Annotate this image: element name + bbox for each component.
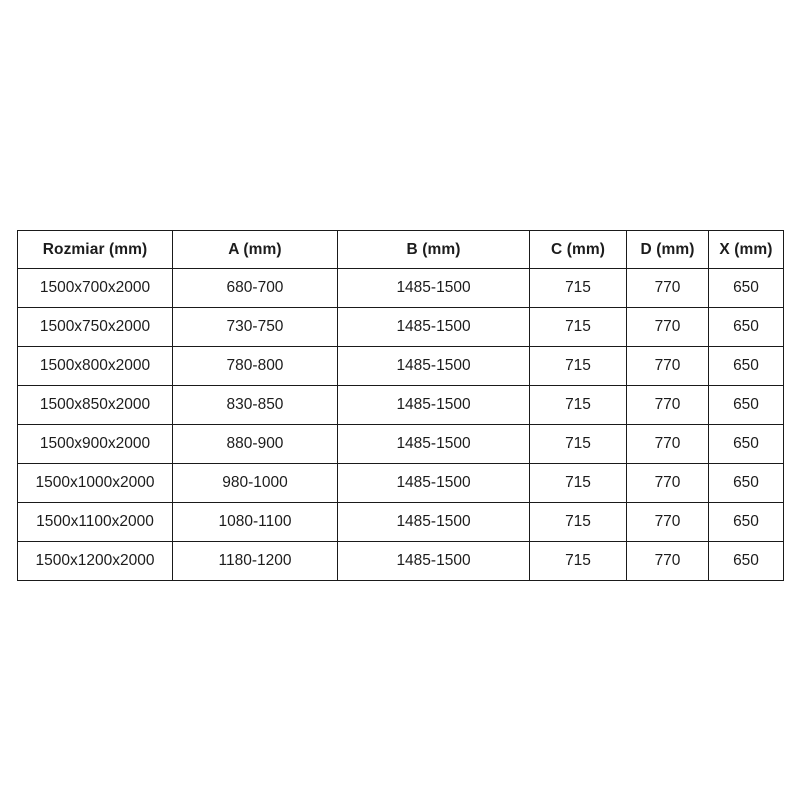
cell-d: 770	[626, 463, 709, 503]
cell-x: 650	[708, 424, 784, 464]
cell-a: 1180-1200	[172, 541, 338, 581]
cell-a: 680-700	[172, 268, 338, 308]
cell-d: 770	[626, 502, 709, 542]
cell-a: 980-1000	[172, 463, 338, 503]
cell-b: 1485-1500	[337, 268, 530, 308]
cell-size: 1500x900x2000	[17, 424, 173, 464]
cell-a: 730-750	[172, 307, 338, 347]
cell-x: 650	[708, 541, 784, 581]
table-row: 1500x700x2000 680-700 1485-1500 715 770 …	[17, 268, 784, 308]
cell-c: 715	[529, 424, 627, 464]
cell-x: 650	[708, 268, 784, 308]
cell-b: 1485-1500	[337, 385, 530, 425]
cell-a: 1080-1100	[172, 502, 338, 542]
specification-table-container: Rozmiar (mm) A (mm) B (mm) C (mm) D (mm)…	[17, 230, 784, 581]
table-header: Rozmiar (mm) A (mm) B (mm) C (mm) D (mm)…	[17, 230, 784, 269]
cell-size: 1500x800x2000	[17, 346, 173, 386]
cell-c: 715	[529, 502, 627, 542]
cell-size: 1500x1100x2000	[17, 502, 173, 542]
table-row: 1500x800x2000 780-800 1485-1500 715 770 …	[17, 346, 784, 386]
cell-c: 715	[529, 268, 627, 308]
cell-size: 1500x1200x2000	[17, 541, 173, 581]
table-row: 1500x1200x2000 1180-1200 1485-1500 715 7…	[17, 541, 784, 581]
cell-b: 1485-1500	[337, 346, 530, 386]
cell-c: 715	[529, 307, 627, 347]
table-row: 1500x1000x2000 980-1000 1485-1500 715 77…	[17, 463, 784, 503]
cell-b: 1485-1500	[337, 502, 530, 542]
cell-d: 770	[626, 346, 709, 386]
cell-d: 770	[626, 385, 709, 425]
cell-x: 650	[708, 307, 784, 347]
cell-size: 1500x1000x2000	[17, 463, 173, 503]
cell-d: 770	[626, 541, 709, 581]
column-header-b: B (mm)	[337, 230, 530, 269]
column-header-size: Rozmiar (mm)	[17, 230, 173, 269]
cell-c: 715	[529, 385, 627, 425]
cell-b: 1485-1500	[337, 307, 530, 347]
cell-d: 770	[626, 268, 709, 308]
cell-x: 650	[708, 346, 784, 386]
cell-size: 1500x700x2000	[17, 268, 173, 308]
column-header-x: X (mm)	[708, 230, 784, 269]
column-header-c: C (mm)	[529, 230, 627, 269]
table-body: 1500x700x2000 680-700 1485-1500 715 770 …	[17, 268, 784, 581]
cell-b: 1485-1500	[337, 541, 530, 581]
cell-x: 650	[708, 463, 784, 503]
table-row: 1500x900x2000 880-900 1485-1500 715 770 …	[17, 424, 784, 464]
cell-a: 880-900	[172, 424, 338, 464]
cell-a: 830-850	[172, 385, 338, 425]
cell-b: 1485-1500	[337, 463, 530, 503]
cell-c: 715	[529, 346, 627, 386]
column-header-a: A (mm)	[172, 230, 338, 269]
cell-d: 770	[626, 307, 709, 347]
cell-x: 650	[708, 385, 784, 425]
column-header-d: D (mm)	[626, 230, 709, 269]
specification-table: Rozmiar (mm) A (mm) B (mm) C (mm) D (mm)…	[17, 230, 784, 581]
cell-c: 715	[529, 463, 627, 503]
table-row: 1500x750x2000 730-750 1485-1500 715 770 …	[17, 307, 784, 347]
cell-size: 1500x750x2000	[17, 307, 173, 347]
table-header-row: Rozmiar (mm) A (mm) B (mm) C (mm) D (mm)…	[17, 230, 784, 269]
cell-c: 715	[529, 541, 627, 581]
table-row: 1500x1100x2000 1080-1100 1485-1500 715 7…	[17, 502, 784, 542]
cell-size: 1500x850x2000	[17, 385, 173, 425]
cell-a: 780-800	[172, 346, 338, 386]
cell-d: 770	[626, 424, 709, 464]
table-row: 1500x850x2000 830-850 1485-1500 715 770 …	[17, 385, 784, 425]
cell-x: 650	[708, 502, 784, 542]
cell-b: 1485-1500	[337, 424, 530, 464]
